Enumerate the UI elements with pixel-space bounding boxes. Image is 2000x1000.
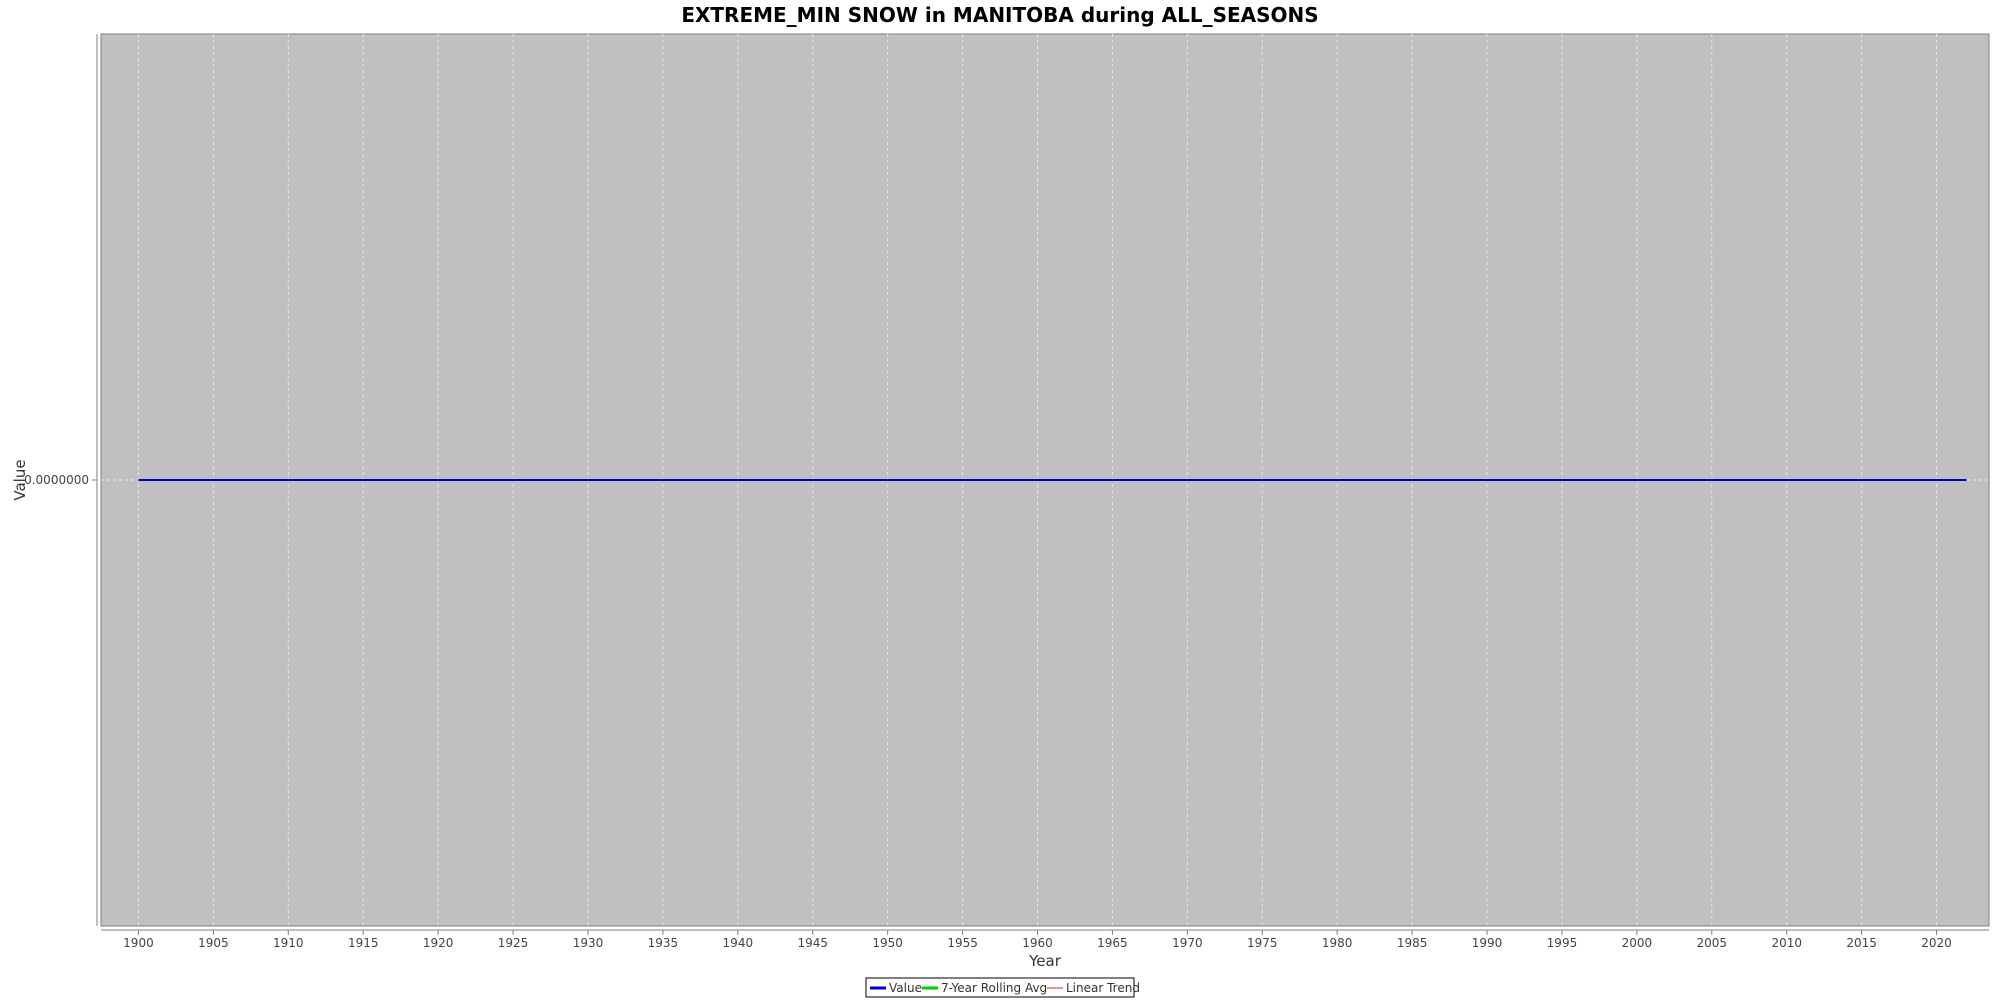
x-tick-label: 1915 <box>348 936 379 950</box>
x-tick-label: 2005 <box>1697 936 1728 950</box>
x-tick-label: 1935 <box>648 936 679 950</box>
y-axis-label: Value <box>11 459 29 500</box>
y-tick-label: 0.0000000 <box>24 473 89 487</box>
x-tick-label: 1960 <box>1022 936 1053 950</box>
x-axis-label: Year <box>1028 952 1062 970</box>
legend-entry: 7-Year Rolling Avg <box>941 981 1047 995</box>
x-tick-label: 1940 <box>723 936 754 950</box>
x-tick-label: 2015 <box>1846 936 1877 950</box>
y-axis-ticks: 0.0000000 <box>24 473 97 487</box>
x-tick-label: 1980 <box>1322 936 1353 950</box>
chart-title: EXTREME_MIN SNOW in MANITOBA during ALL_… <box>681 3 1318 27</box>
x-tick-label: 2000 <box>1622 936 1653 950</box>
legend-entry: Linear Trend <box>1066 981 1140 995</box>
x-tick-label: 1910 <box>273 936 304 950</box>
x-tick-label: 1925 <box>498 936 529 950</box>
x-tick-label: 1900 <box>123 936 154 950</box>
x-tick-label: 1990 <box>1472 936 1503 950</box>
x-tick-label: 1975 <box>1247 936 1278 950</box>
x-tick-label: 1965 <box>1097 936 1128 950</box>
legend: Value 7-Year Rolling Avg Linear Trend <box>865 977 1140 998</box>
x-tick-label: 1985 <box>1397 936 1428 950</box>
legend-box <box>865 977 1135 998</box>
legend-entry: Value <box>889 981 922 995</box>
x-axis-ticks: 1900 1905 1910 1915 1920 1925 1930 1935 1940 1945… <box>123 930 1952 950</box>
x-tick-label: 1920 <box>423 936 454 950</box>
x-tick-label: 1950 <box>872 936 903 950</box>
x-tick-label: 2020 <box>1921 936 1952 950</box>
x-tick-label: 1945 <box>797 936 828 950</box>
x-tick-label: 1905 <box>198 936 229 950</box>
x-tick-label: 1970 <box>1172 936 1203 950</box>
x-tick-label: 1995 <box>1547 936 1578 950</box>
x-tick-label: 1955 <box>947 936 978 950</box>
x-tick-label: 1930 <box>573 936 604 950</box>
x-tick-label: 2010 <box>1771 936 1802 950</box>
